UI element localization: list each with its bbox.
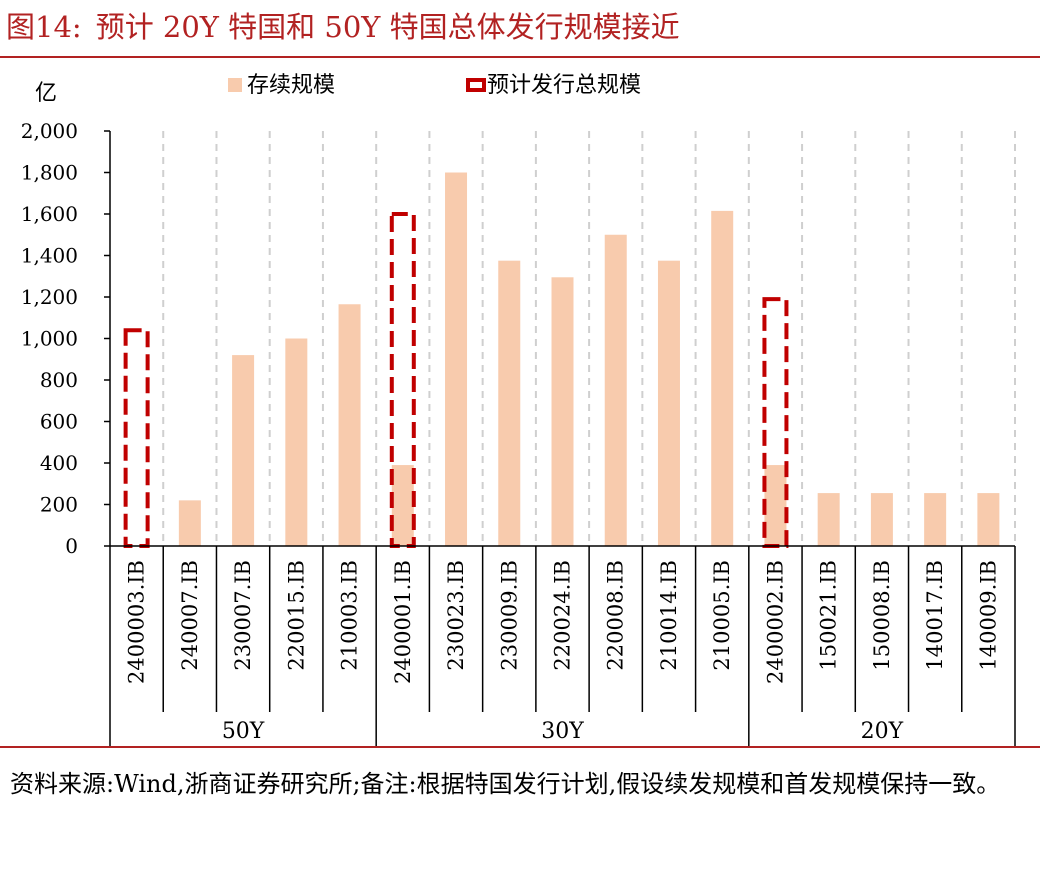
x-tick-label: 140017.IB xyxy=(923,560,947,671)
x-tick-label: 140009.IB xyxy=(976,560,1000,671)
y-tick-label: 1,800 xyxy=(21,161,78,185)
x-tick-label: 220024.IB xyxy=(551,560,575,671)
x-tick-label: 2400001.IB xyxy=(391,560,415,684)
bar-existing xyxy=(711,210,734,546)
x-tick-label: 2400002.IB xyxy=(763,560,787,684)
bar-planned xyxy=(123,328,150,549)
source-rule xyxy=(0,746,1040,748)
bar-existing xyxy=(285,338,308,546)
y-tick-label: 1,600 xyxy=(21,202,78,226)
x-tick-label: 2400003.IB xyxy=(125,560,149,684)
bar-existing xyxy=(338,304,361,546)
legend-label-planned: 预计发行总规模 xyxy=(487,73,641,98)
x-tick-label: 220015.IB xyxy=(284,560,308,671)
bar-existing xyxy=(924,493,947,546)
x-tick-label: 150021.IB xyxy=(817,560,841,671)
bar-existing xyxy=(551,277,574,546)
bar-existing xyxy=(657,260,680,546)
source-note: 资料来源:Wind,浙商证券研究所;备注:根据特国发行计划,假设续发规模和首发规… xyxy=(10,770,1001,798)
y-tick-label: 0 xyxy=(65,534,78,558)
bar-existing xyxy=(977,493,1000,546)
x-tick-label: 230023.IB xyxy=(444,560,468,671)
bar-planned xyxy=(389,212,416,548)
x-tick-label: 240007.IB xyxy=(178,560,202,671)
figure-title-text: 预计 20Y 特国和 50Y 特国总体发行规模接近 xyxy=(95,10,680,44)
y-tick-label: 1,200 xyxy=(21,285,78,309)
bar-chart: 亿 存续规模 预计发行总规模 0 200 400 600 800 1,000 1,200 1,400… xyxy=(21,73,1016,746)
x-tick-label: 220008.IB xyxy=(604,560,628,671)
legend-swatch-existing xyxy=(228,78,242,92)
x-tick-label: 230007.IB xyxy=(231,560,255,671)
x-tick-label: 150008.IB xyxy=(870,560,894,671)
y-tick-label: 2,000 xyxy=(21,119,78,143)
bar-existing xyxy=(445,172,468,546)
legend-swatch-planned xyxy=(466,78,486,92)
y-tick-label: 1,400 xyxy=(21,244,78,268)
x-tick-label: 210005.IB xyxy=(710,560,734,671)
y-tick-label: 400 xyxy=(40,451,78,475)
bar-existing xyxy=(870,493,893,546)
x-tick-label: 210003.IB xyxy=(338,560,362,671)
group-label: 50Y xyxy=(222,719,265,744)
bar-existing xyxy=(764,465,787,546)
y-tick-label: 600 xyxy=(40,410,78,434)
bar-existing xyxy=(178,500,201,546)
bar-existing xyxy=(498,260,521,546)
figure-title: 图14: 预计 20Y 特国和 50Y 特国总体发行规模接近 xyxy=(6,4,680,46)
x-tick-label: 210014.IB xyxy=(657,560,681,671)
x-tick-label: 230009.IB xyxy=(497,560,521,671)
y-tick-label: 800 xyxy=(40,368,78,392)
title-rule xyxy=(0,56,1040,58)
bar-existing xyxy=(817,493,840,546)
bar-existing xyxy=(604,234,627,546)
y-tick-label: 1,000 xyxy=(21,327,78,351)
group-label: 20Y xyxy=(861,719,904,744)
bar-existing xyxy=(391,465,414,546)
figure-label: 图14: xyxy=(6,10,82,44)
group-label: 30Y xyxy=(541,719,584,744)
legend-label-existing: 存续规模 xyxy=(247,73,335,98)
y-unit-label: 亿 xyxy=(35,81,57,106)
y-tick-label: 200 xyxy=(40,493,78,517)
bar-existing xyxy=(232,355,255,546)
